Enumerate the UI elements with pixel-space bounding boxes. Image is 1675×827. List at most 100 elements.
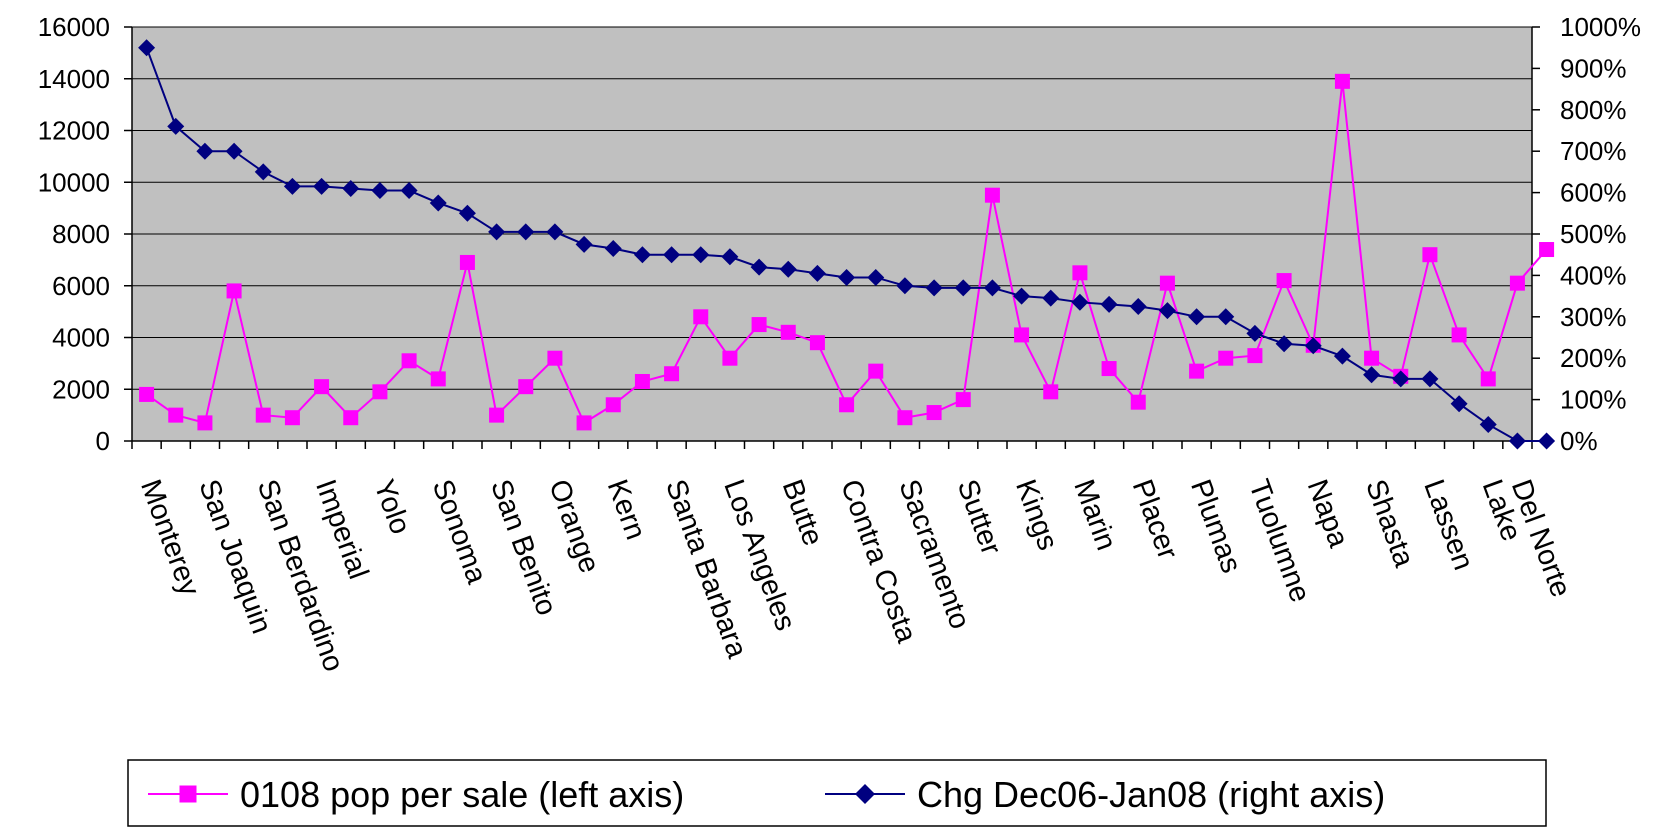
square-marker <box>897 410 913 426</box>
square-marker <box>693 309 709 325</box>
category-label: Kings <box>1009 475 1064 554</box>
diamond-marker <box>1217 308 1235 326</box>
square-marker <box>1218 350 1234 366</box>
left-tick-label: 8000 <box>52 219 110 249</box>
category-label: Imperial <box>309 475 374 583</box>
diamond-marker <box>400 182 418 200</box>
right-tick-label: 0% <box>1560 426 1598 456</box>
square-marker <box>868 363 884 379</box>
left-tick-label: 16000 <box>38 12 110 42</box>
square-marker <box>1159 275 1175 291</box>
diamond-marker <box>225 142 243 160</box>
square-marker <box>751 317 767 333</box>
diamond-marker <box>1158 302 1176 320</box>
right-tick-label: 800% <box>1560 95 1627 125</box>
left-tick-label: 14000 <box>38 64 110 94</box>
category-label: Lassen <box>1417 475 1479 574</box>
diamond-marker <box>1246 324 1264 342</box>
diamond-marker <box>488 223 506 241</box>
diamond-marker <box>808 264 826 282</box>
diamond-marker <box>1450 395 1468 413</box>
diamond-marker <box>1508 432 1526 450</box>
square-marker <box>372 384 388 400</box>
square-marker <box>518 379 534 395</box>
diamond-marker <box>954 279 972 297</box>
legend-label-2: Chg Dec06-Jan08 (right axis) <box>917 774 1385 815</box>
diamond-marker <box>867 268 885 286</box>
square-marker <box>255 407 271 423</box>
diamond-marker <box>167 117 185 135</box>
square-marker <box>1189 363 1205 379</box>
diamond-marker <box>283 177 301 195</box>
diamond-marker <box>692 246 710 264</box>
square-marker <box>430 371 446 387</box>
diamond-marker <box>1129 297 1147 315</box>
square-marker <box>1247 348 1263 364</box>
square-marker <box>1072 265 1088 281</box>
square-marker <box>284 410 300 426</box>
diamond-marker <box>1421 370 1439 388</box>
right-tick-label: 200% <box>1560 343 1627 373</box>
diamond-marker <box>1333 347 1351 365</box>
right-tick-label: 400% <box>1560 260 1627 290</box>
square-marker <box>401 353 417 369</box>
square-marker <box>1014 327 1030 343</box>
square-marker <box>1101 361 1117 377</box>
diamond-marker <box>458 204 476 222</box>
diamond-marker <box>429 194 447 212</box>
category-label: Kern <box>601 475 652 544</box>
diamond-marker <box>1538 432 1556 450</box>
diamond-marker <box>371 182 389 200</box>
right-tick-label: 1000% <box>1560 12 1641 42</box>
right-tick-label: 700% <box>1560 136 1627 166</box>
square-marker <box>547 350 563 366</box>
square-marker <box>314 379 330 395</box>
diamond-marker <box>1275 335 1293 353</box>
square-marker <box>489 407 505 423</box>
diamond-marker <box>1100 295 1118 313</box>
category-label: Sonoma <box>426 475 493 588</box>
left-tick-label: 6000 <box>52 271 110 301</box>
diamond-marker <box>779 260 797 278</box>
diamond-marker <box>196 142 214 160</box>
square-marker <box>984 187 1000 203</box>
square-marker <box>1509 275 1525 291</box>
left-tick-label: 4000 <box>52 323 110 353</box>
left-axis: 0 2000 4000 6000 8000 10000 12000 14000 16000 <box>38 12 133 456</box>
square-marker <box>197 415 213 431</box>
category-label: Sutter <box>951 475 1008 559</box>
square-marker <box>664 366 680 382</box>
diamond-marker <box>925 279 943 297</box>
right-tick-label: 600% <box>1560 178 1627 208</box>
square-marker <box>809 335 825 351</box>
square-marker <box>780 324 796 340</box>
category-label: Marin <box>1067 475 1122 554</box>
square-marker <box>955 392 971 408</box>
square-marker <box>1276 273 1292 289</box>
square-marker <box>1451 327 1467 343</box>
diamond-marker <box>1042 289 1060 307</box>
square-marker <box>839 397 855 413</box>
square-marker <box>226 283 242 299</box>
square-marker <box>343 410 359 426</box>
square-marker <box>1480 371 1496 387</box>
diamond-marker <box>604 239 622 257</box>
square-marker <box>179 785 197 803</box>
square-marker <box>576 415 592 431</box>
category-label: Napa <box>1301 475 1355 552</box>
diamond-marker <box>838 268 856 286</box>
left-tick-label: 0 <box>96 426 110 456</box>
legend-label-1: 0108 pop per sale (left axis) <box>240 774 684 815</box>
diamond-marker <box>633 246 651 264</box>
diamond-marker <box>721 248 739 266</box>
diamond-marker <box>138 39 156 57</box>
diamond-marker <box>313 177 331 195</box>
diamond-marker <box>983 279 1001 297</box>
diamond-marker <box>546 223 564 241</box>
diamond-marker <box>855 784 875 804</box>
legend: 0108 pop per sale (left axis) Chg Dec06-J… <box>127 759 1547 827</box>
square-marker <box>1422 247 1438 263</box>
category-label: Placer <box>1126 475 1184 564</box>
square-marker <box>1364 350 1380 366</box>
diamond-marker <box>896 277 914 295</box>
